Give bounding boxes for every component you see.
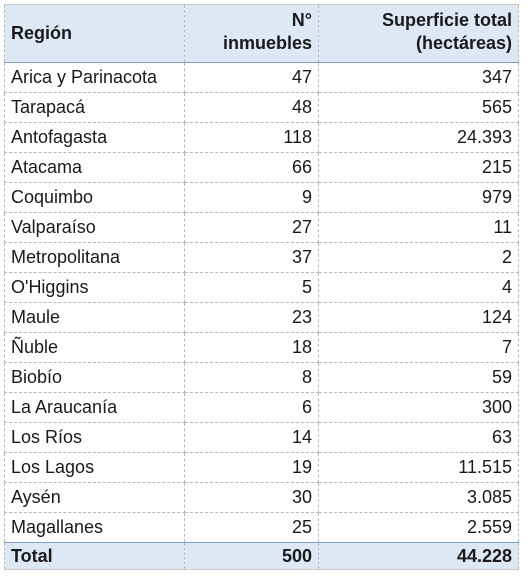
- table-row: Los Lagos 19 11.515: [4, 452, 519, 483]
- table-row: Magallanes 25 2.559: [4, 512, 519, 543]
- table-row: O'Higgins 5 4: [4, 272, 519, 303]
- region-cell: Atacama: [4, 152, 185, 183]
- total-row: Total 500 44.228: [4, 542, 519, 570]
- count-cell: 25: [184, 512, 319, 543]
- area-cell: 979: [318, 182, 519, 213]
- area-cell: 11: [318, 212, 519, 243]
- count-cell: 8: [184, 362, 319, 393]
- area-cell: 24.393: [318, 122, 519, 153]
- table-row: Arica y Parinacota 47 347: [4, 62, 519, 93]
- table-row: Ñuble 18 7: [4, 332, 519, 363]
- area-cell: 2.559: [318, 512, 519, 543]
- table-row: Valparaíso 27 11: [4, 212, 519, 243]
- region-cell: La Araucanía: [4, 392, 185, 423]
- area-header-line1: Superficie total: [381, 10, 512, 30]
- count-cell: 6: [184, 392, 319, 423]
- table-row: Metropolitana 37 2: [4, 242, 519, 273]
- count-cell: 47: [184, 62, 319, 93]
- area-cell: 565: [318, 92, 519, 123]
- area-cell: 3.085: [318, 482, 519, 513]
- table-body: Arica y Parinacota 47 347 Tarapacá 48 565 Anto…: [4, 62, 519, 543]
- count-cell: 30: [184, 482, 319, 513]
- table-row: Maule 23 124: [4, 302, 519, 333]
- count-cell: 19: [184, 452, 319, 483]
- table-row: Biobío 8 59: [4, 362, 519, 393]
- count-header-line1: N°: [291, 10, 312, 30]
- region-cell: Valparaíso: [4, 212, 185, 243]
- region-cell: Los Ríos: [4, 422, 185, 453]
- count-cell: 37: [184, 242, 319, 273]
- properties-by-region-table: Región N° inmuebles Superficie total (he…: [4, 4, 519, 570]
- count-cell: 48: [184, 92, 319, 123]
- header-row: Región N° inmuebles Superficie total (he…: [4, 4, 519, 63]
- region-header-label: Región: [11, 23, 72, 43]
- count-column-header: N° inmuebles: [184, 4, 319, 63]
- area-cell: 59: [318, 362, 519, 393]
- table-container: Región N° inmuebles Superficie total (he…: [4, 4, 519, 570]
- count-cell: 14: [184, 422, 319, 453]
- region-cell: Maule: [4, 302, 185, 333]
- region-cell: Magallanes: [4, 512, 185, 543]
- area-cell: 347: [318, 62, 519, 93]
- area-cell: 63: [318, 422, 519, 453]
- count-cell: 23: [184, 302, 319, 333]
- region-cell: Coquimbo: [4, 182, 185, 213]
- table-row: Coquimbo 9 979: [4, 182, 519, 213]
- region-cell: Aysén: [4, 482, 185, 513]
- region-column-header: Región: [4, 4, 185, 63]
- count-cell: 27: [184, 212, 319, 243]
- region-cell: Biobío: [4, 362, 185, 393]
- table-row: Atacama 66 215: [4, 152, 519, 183]
- region-cell: Los Lagos: [4, 452, 185, 483]
- table-row: Antofagasta 118 24.393: [4, 122, 519, 153]
- area-cell: 7: [318, 332, 519, 363]
- count-header-line2: inmuebles: [222, 33, 312, 53]
- region-cell: Tarapacá: [4, 92, 185, 123]
- total-count: 500: [184, 542, 319, 570]
- table-row: Los Ríos 14 63: [4, 422, 519, 453]
- area-cell: 300: [318, 392, 519, 423]
- region-cell: Arica y Parinacota: [4, 62, 185, 93]
- region-cell: O'Higgins: [4, 272, 185, 303]
- area-cell: 215: [318, 152, 519, 183]
- count-cell: 9: [184, 182, 319, 213]
- area-cell: 124: [318, 302, 519, 333]
- area-column-header: Superficie total (hectáreas): [318, 4, 519, 63]
- table-row: Tarapacá 48 565: [4, 92, 519, 123]
- area-header-line2: (hectáreas): [415, 33, 512, 53]
- table-row: Aysén 30 3.085: [4, 482, 519, 513]
- region-cell: Ñuble: [4, 332, 185, 363]
- table-row: La Araucanía 6 300: [4, 392, 519, 423]
- count-cell: 66: [184, 152, 319, 183]
- region-cell: Antofagasta: [4, 122, 185, 153]
- area-cell: 2: [318, 242, 519, 273]
- count-cell: 5: [184, 272, 319, 303]
- area-cell: 11.515: [318, 452, 519, 483]
- area-cell: 4: [318, 272, 519, 303]
- count-cell: 18: [184, 332, 319, 363]
- total-area: 44.228: [318, 542, 519, 570]
- region-cell: Metropolitana: [4, 242, 185, 273]
- total-label: Total: [4, 542, 185, 570]
- count-cell: 118: [184, 122, 319, 153]
